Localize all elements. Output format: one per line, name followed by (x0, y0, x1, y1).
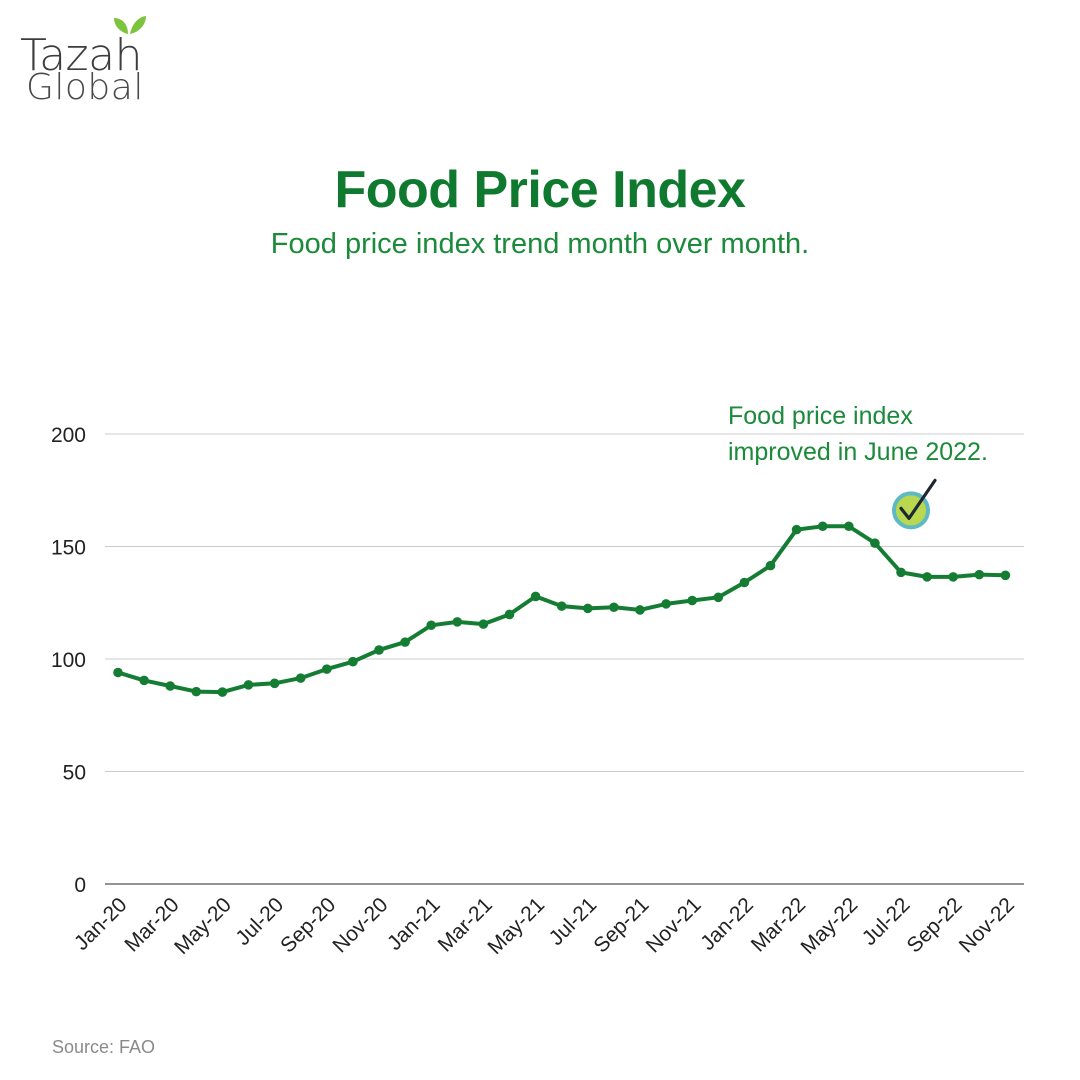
check-circle-icon (892, 478, 937, 530)
y-tick-label: 200 (51, 424, 86, 447)
data-point (844, 521, 854, 532)
data-point (687, 595, 697, 606)
annotation-text: Food price index (728, 402, 913, 430)
x-tick-label: May-22 (797, 893, 863, 959)
y-tick-label: 150 (51, 537, 86, 560)
data-point (974, 569, 985, 580)
page-title: Food Price Index (334, 161, 746, 219)
x-tick-label: Sep-22 (903, 893, 967, 957)
x-tick-label: Sep-20 (276, 893, 340, 957)
data-point (556, 601, 567, 611)
data-point (661, 599, 671, 609)
annotation-text: improved in June 2022. (728, 438, 988, 466)
source-note: Source: FAO (52, 1037, 156, 1057)
data-point (269, 678, 280, 689)
data-point (295, 673, 306, 683)
data-point (739, 577, 750, 588)
data-point (791, 524, 802, 535)
data-point (139, 675, 149, 686)
brand-logo: Tazah Global (20, 10, 170, 108)
brand-name-line1: Tazah (20, 30, 143, 81)
data-point (452, 617, 463, 627)
x-tick-label: Nov-20 (328, 893, 392, 957)
data-point (191, 686, 202, 697)
data-point (426, 620, 437, 631)
data-point (504, 609, 515, 620)
x-tick-label: May-21 (483, 893, 549, 959)
line-chart: 050100150200Jan-20Mar-20May-20Jul-20Sep-… (51, 402, 1024, 959)
data-point (217, 687, 228, 697)
x-tick-label: Jan-21 (383, 893, 445, 955)
data-point (896, 567, 906, 578)
page-subtitle: Food price index trend month over month. (270, 228, 810, 260)
x-tick-label: Jan-20 (70, 893, 132, 955)
y-tick-label: 100 (51, 649, 86, 672)
data-point (713, 592, 724, 603)
y-tick-label: 0 (74, 874, 86, 897)
data-point (530, 591, 541, 602)
data-point (322, 664, 332, 674)
data-point (478, 619, 489, 629)
y-tick-label: 50 (63, 762, 86, 785)
data-point (948, 572, 958, 582)
leaf-icon (114, 16, 146, 34)
data-point (243, 680, 254, 690)
x-tick-label: May-20 (170, 893, 236, 959)
data-point (583, 603, 593, 614)
data-point (348, 656, 358, 667)
x-tick-label: Nov-21 (642, 893, 706, 957)
x-tick-label: Nov-22 (955, 893, 1019, 957)
data-point (817, 521, 828, 532)
data-point (113, 667, 123, 678)
data-point (1000, 570, 1011, 581)
data-point (870, 538, 880, 548)
data-point (400, 637, 410, 647)
brand-name-line2: Global (26, 67, 144, 108)
data-point (765, 560, 776, 571)
data-point (609, 602, 619, 613)
data-point (922, 572, 932, 582)
x-tick-label: Jan-22 (696, 893, 758, 955)
data-point (165, 681, 175, 691)
x-tick-label: Sep-21 (589, 893, 653, 957)
data-point (635, 605, 645, 615)
data-point (374, 645, 384, 655)
